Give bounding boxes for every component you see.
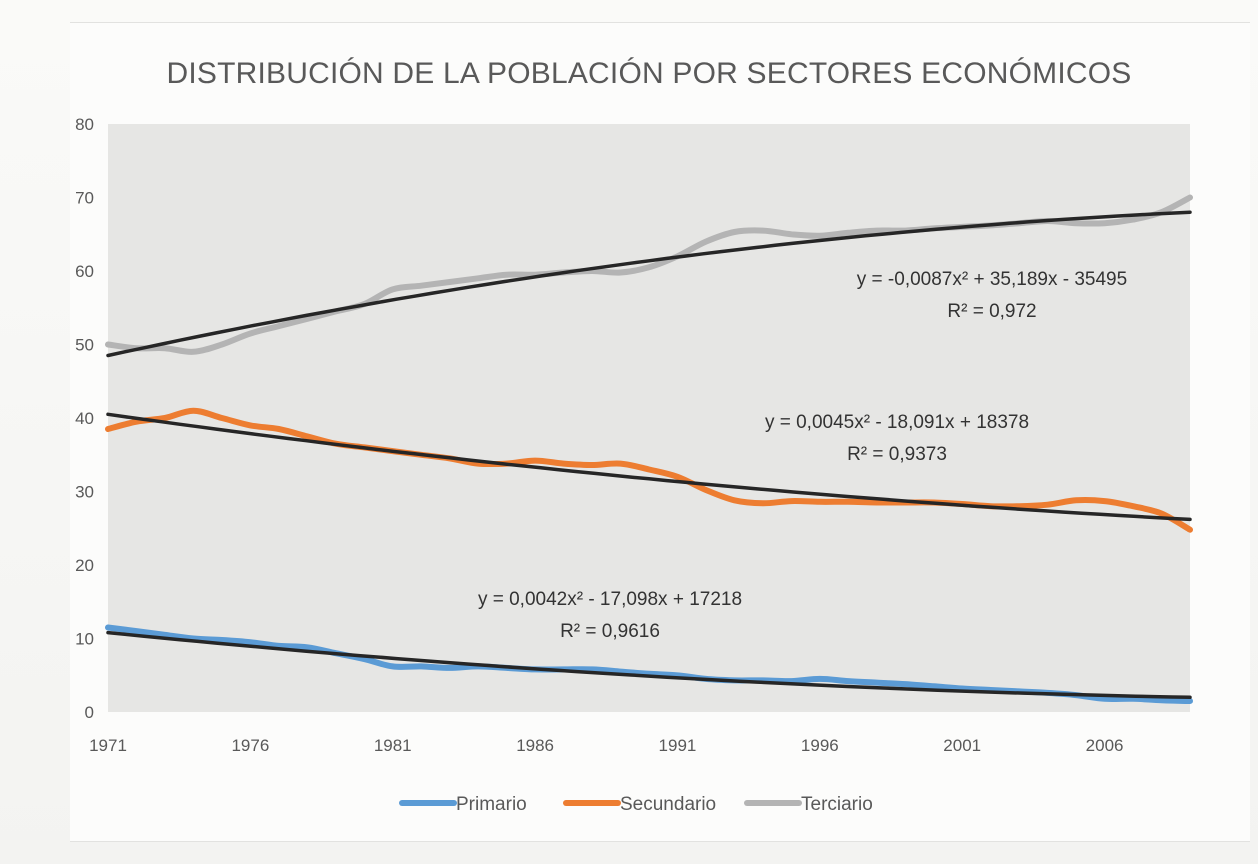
y-tick-label: 20	[75, 556, 94, 575]
series-line-secundario	[105, 407, 1193, 533]
y-tick-label: 0	[85, 703, 94, 722]
trendline-r2: R² = 0,9616	[560, 621, 660, 642]
y-tick-label: 80	[75, 115, 94, 134]
x-tick-label: 2006	[1086, 736, 1124, 755]
y-tick-label: 50	[75, 336, 94, 355]
trendline-secundario	[106, 412, 1192, 522]
x-tick-label: 1986	[516, 736, 554, 755]
series-line-primario	[105, 624, 1193, 704]
trendline-primario	[106, 630, 1192, 700]
y-tick-label: 10	[75, 630, 94, 649]
trendline-terciario	[106, 210, 1192, 358]
x-tick-label: 1976	[231, 736, 269, 755]
legend-label: Terciario	[801, 794, 873, 815]
x-tick-label: 2001	[943, 736, 981, 755]
x-tick-label: 1996	[801, 736, 839, 755]
y-tick-label: 30	[75, 483, 94, 502]
legend-label: Secundario	[620, 794, 716, 815]
trendline-r2: R² = 0,972	[947, 301, 1036, 322]
x-tick-label: 1981	[374, 736, 412, 755]
legend-label: Primario	[456, 794, 527, 815]
chart-title: DISTRIBUCIÓN DE LA POBLACIÓN POR SECTORE…	[166, 57, 1131, 90]
trendline-equation: y = 0,0045x² - 18,091x + 18378	[765, 412, 1029, 433]
x-tick-label: 1971	[89, 736, 127, 755]
trendline-r2: R² = 0,9373	[847, 444, 947, 465]
x-tick-label: 1991	[659, 736, 697, 755]
trendline-equation: y = 0,0042x² - 17,098x + 17218	[478, 589, 742, 610]
trendline-equation: y = -0,0087x² + 35,189x - 35495	[857, 269, 1127, 290]
y-tick-label: 60	[75, 262, 94, 281]
chart-marks: 0 10 20 30 40 50 60 70 80 1971 1976 1981 1986 1991 199…	[75, 115, 1193, 815]
y-tick-label: 40	[75, 409, 94, 428]
y-tick-label: 70	[75, 189, 94, 208]
